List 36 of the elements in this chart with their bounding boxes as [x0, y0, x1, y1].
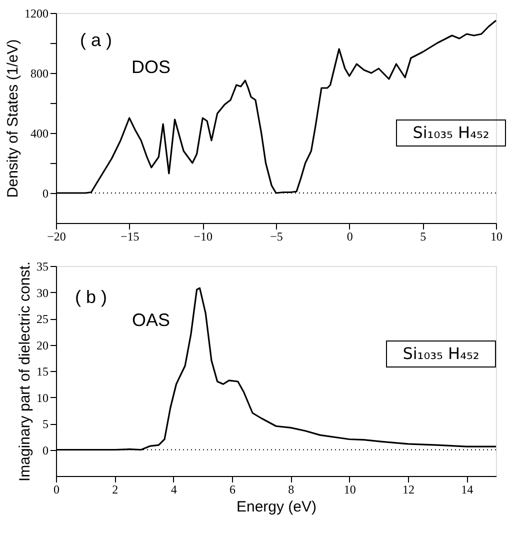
x-tick-label: 0 [54, 482, 60, 496]
x-tick-label: −15 [120, 230, 140, 244]
x-tick-label: 0 [346, 230, 353, 244]
y-tick-label: 0 [42, 186, 48, 200]
y-tick-label: 5 [42, 417, 48, 431]
y-tick-label: 30 [36, 286, 48, 300]
annotation: OAS [132, 310, 170, 330]
x-tick-label: −10 [194, 230, 213, 244]
annotation: ( b ) [74, 287, 108, 307]
y-tick-label: 10 [36, 390, 48, 405]
x-tick-label: −20 [47, 230, 66, 244]
y-axis-title: Imaginary part of dielectric const. [16, 261, 34, 482]
x-axis-title: Energy (eV) [236, 498, 317, 516]
annotation: ( a ) [80, 30, 112, 50]
x-tick-label: 12 [402, 482, 414, 496]
y-tick-label: 400 [30, 126, 48, 140]
y-tick-label: 800 [30, 66, 48, 80]
x-tick-label: 6 [230, 482, 236, 496]
x-tick-label: 14 [461, 482, 474, 496]
x-tick-label: 4 [170, 482, 177, 496]
x-tick-label: −5 [270, 230, 283, 244]
y-tick-label: 0 [42, 443, 48, 458]
y-tick-label: 20 [36, 338, 48, 352]
y-axis-title: Density of States (1/eV) [4, 39, 22, 198]
y-tick-label: 15 [36, 364, 48, 378]
annotation: DOS [131, 57, 171, 77]
x-tick-label: 10 [490, 230, 502, 244]
y-tick-label: 35 [36, 260, 48, 274]
annotation: Si₁₀₃₅ H₄₅₂ [402, 344, 480, 363]
x-tick-label: 8 [288, 482, 294, 496]
x-tick-label: 10 [344, 482, 356, 496]
annotation: Si₁₀₃₅ H₄₅₂ [412, 123, 490, 142]
x-tick-label: 2 [112, 482, 118, 496]
y-tick-label: 25 [36, 312, 48, 326]
x-tick-label: 5 [420, 230, 426, 244]
y-tick-label: 1200 [24, 6, 48, 20]
